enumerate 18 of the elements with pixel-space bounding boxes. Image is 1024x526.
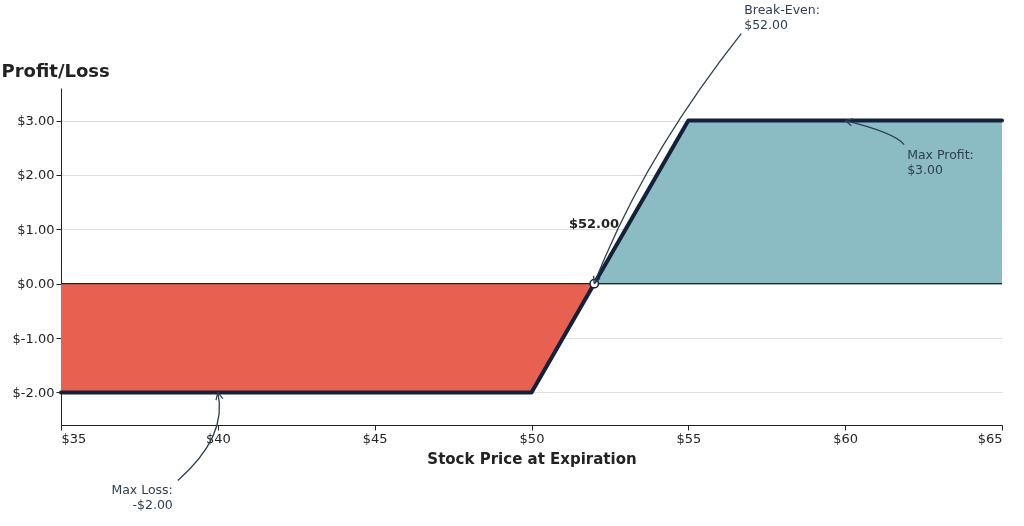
annotation: $52.00 [568, 216, 620, 231]
x-tick-label: $50 [519, 430, 545, 446]
x-tick-label: $65 [977, 430, 1003, 446]
x-tick-label: $55 [676, 430, 702, 446]
y-tick-label: $3.00 [17, 113, 55, 129]
annotation: Break-Even: $52.00 [744, 1, 820, 32]
y-tick-label: $-2.00 [12, 384, 55, 400]
x-tick-label: $60 [833, 430, 859, 446]
annotation: Max Loss: -$2.00 [111, 482, 173, 513]
y-axis-title: Profit/Loss [1, 59, 110, 81]
x-axis-title: Stock Price at Expiration [427, 449, 637, 468]
y-tick-label: $0.00 [17, 276, 55, 292]
y-tick-label: $1.00 [17, 221, 55, 237]
annotation: Max Profit: $3.00 [907, 146, 974, 177]
x-tick-label: $35 [61, 430, 87, 446]
y-tick-label: $2.00 [17, 167, 55, 183]
x-tick-label: $45 [362, 430, 388, 446]
y-tick-label: $-1.00 [12, 330, 55, 346]
